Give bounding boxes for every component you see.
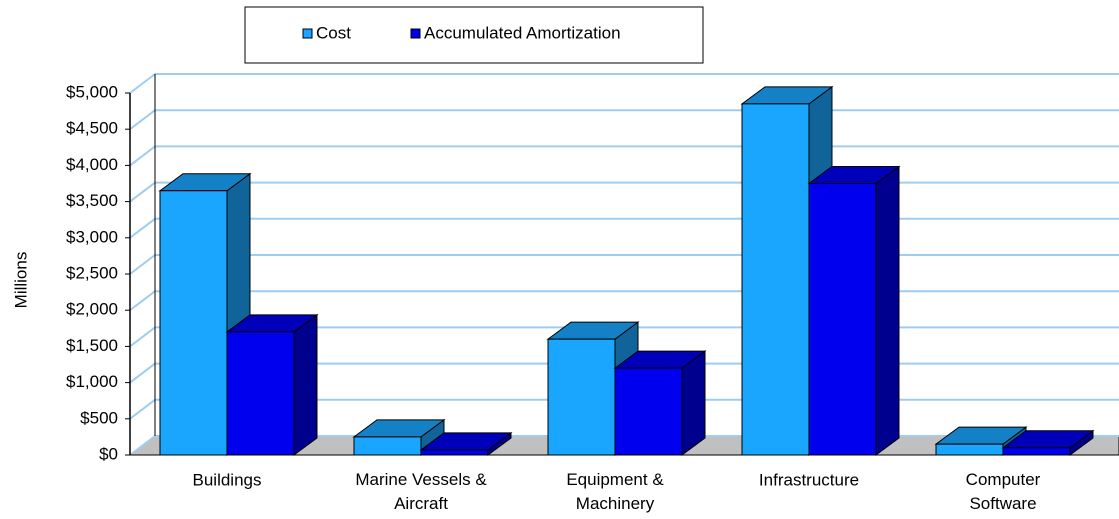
y-tick-label: $0 — [99, 444, 118, 463]
bar-front — [547, 338, 616, 456]
legend-label: Cost — [316, 23, 351, 42]
y-tick-label: $2,000 — [66, 300, 118, 319]
x-tick-label: Equipment & Machinery — [566, 470, 664, 513]
y-axis-label: Millions — [11, 252, 30, 309]
bar-side — [875, 165, 900, 456]
bar — [807, 165, 901, 456]
y-tick-label: $4,500 — [66, 119, 118, 138]
y-tick-label: $3,000 — [66, 227, 118, 246]
bar — [613, 350, 707, 456]
grid-line-side — [129, 109, 156, 130]
legend-box — [244, 6, 704, 64]
bar-front — [935, 443, 1004, 456]
bar — [158, 172, 252, 456]
legend-swatch — [410, 28, 421, 39]
bar-front — [808, 183, 877, 456]
grid-line-side — [129, 218, 156, 239]
x-tick-label: Computer Software — [966, 470, 1041, 513]
bar-side — [681, 350, 706, 456]
x-tick-label: Infrastructure — [759, 470, 859, 489]
grid-line-side — [129, 181, 156, 203]
grid-line-side — [129, 145, 156, 167]
bar-front — [614, 367, 683, 456]
x-tick-label: Buildings — [193, 470, 262, 489]
grid-line-side — [129, 435, 156, 456]
bar-front — [741, 103, 810, 456]
grid-line-side — [129, 73, 156, 94]
grid-line-side — [129, 290, 156, 311]
y-tick-label: $5,000 — [66, 82, 118, 101]
x-tick-label: Marine Vessels & Aircraft — [355, 470, 487, 513]
bar-front — [353, 436, 422, 456]
grid-line-side — [129, 254, 156, 275]
grid-line-side — [129, 326, 156, 348]
y-tick-label: $1,000 — [66, 372, 118, 391]
bar-front — [1002, 447, 1071, 456]
bar — [225, 313, 319, 456]
bar-front — [226, 331, 295, 456]
grid-line-side — [129, 362, 156, 384]
y-tick-label: $3,500 — [66, 191, 118, 210]
bar — [1001, 429, 1095, 456]
bar-front — [159, 190, 228, 456]
y-tick-label: $4,000 — [66, 155, 118, 174]
bar-front — [420, 449, 489, 456]
legend-swatch — [302, 28, 313, 39]
legend-label: Accumulated Amortization — [424, 23, 621, 42]
y-tick-label: $2,500 — [66, 263, 118, 282]
y-tick-label: $1,500 — [66, 336, 118, 355]
grid-line-side — [129, 399, 156, 420]
bar — [419, 431, 513, 456]
bar-side — [293, 313, 318, 456]
y-tick-label: $500 — [80, 408, 118, 427]
